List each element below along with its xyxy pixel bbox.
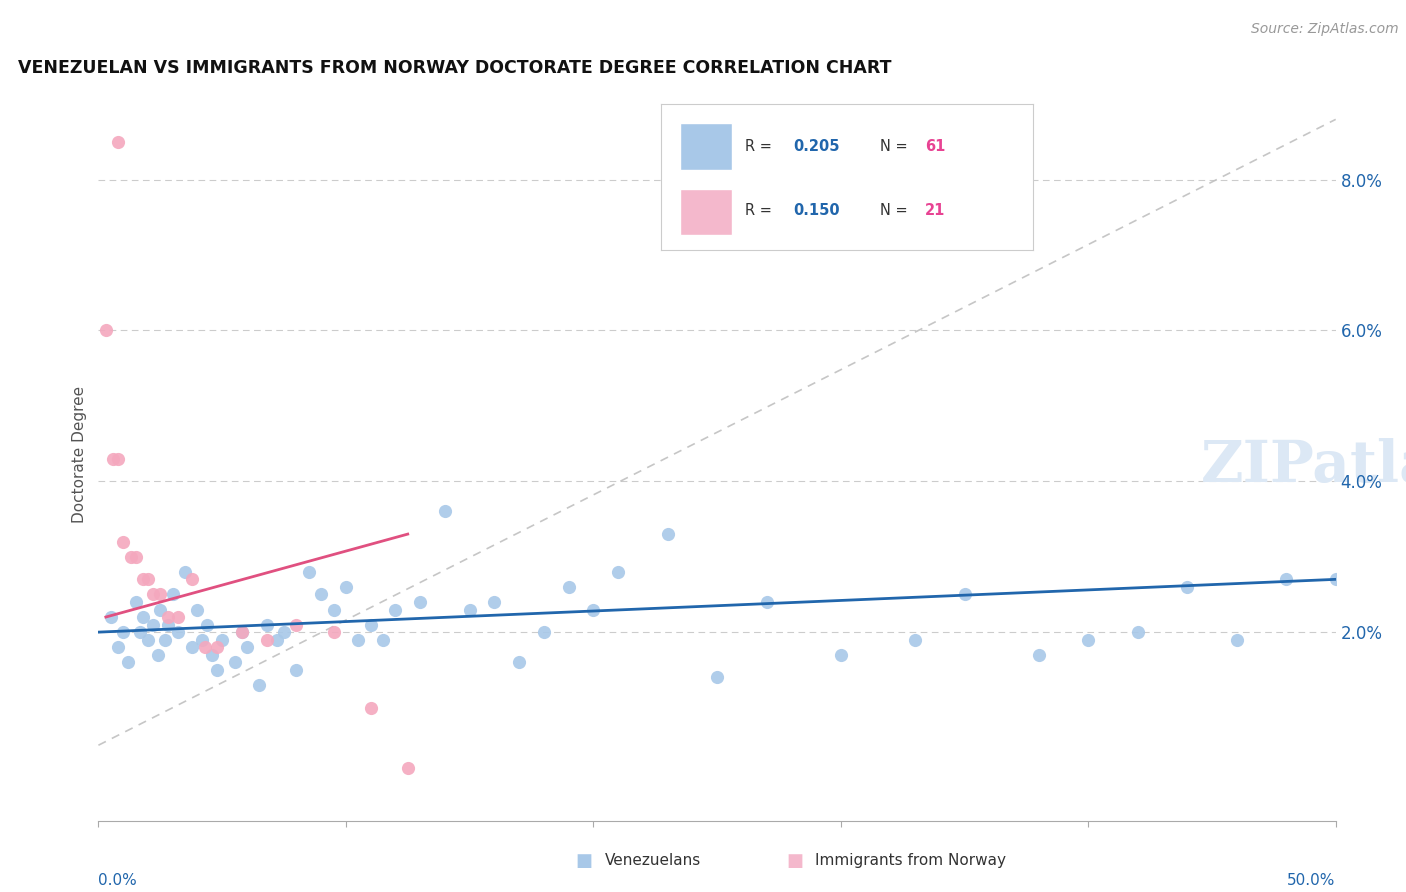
Point xyxy=(124,595,146,609)
Point xyxy=(755,595,778,609)
Point xyxy=(236,640,259,655)
Point xyxy=(335,580,357,594)
Text: ■: ■ xyxy=(786,852,803,870)
Point xyxy=(195,617,218,632)
Point xyxy=(146,648,169,662)
Point xyxy=(285,617,308,632)
Text: ZIPatlas: ZIPatlas xyxy=(1201,438,1406,494)
Point xyxy=(322,602,344,616)
Point xyxy=(100,610,122,624)
Point xyxy=(508,655,530,669)
Point xyxy=(142,617,165,632)
Point xyxy=(347,632,370,647)
Point xyxy=(201,648,224,662)
Point xyxy=(409,595,432,609)
Text: 50.0%: 50.0% xyxy=(1288,873,1336,888)
Point xyxy=(124,549,146,564)
Point xyxy=(174,565,197,579)
Point xyxy=(231,625,253,640)
Point xyxy=(533,625,555,640)
Point xyxy=(256,617,278,632)
Point xyxy=(191,632,214,647)
Point xyxy=(1275,572,1298,586)
Point xyxy=(458,602,481,616)
Point xyxy=(224,655,246,669)
Point xyxy=(247,678,270,692)
Point xyxy=(136,632,159,647)
Point xyxy=(706,670,728,684)
Point xyxy=(156,617,179,632)
Point xyxy=(1028,648,1050,662)
Point xyxy=(360,700,382,714)
Point xyxy=(211,632,233,647)
Point xyxy=(657,527,679,541)
Point xyxy=(309,587,332,601)
Point xyxy=(396,761,419,775)
Point xyxy=(1226,632,1249,647)
Point xyxy=(136,572,159,586)
Y-axis label: Doctorate Degree: Doctorate Degree xyxy=(72,386,87,524)
Point xyxy=(557,580,579,594)
Point xyxy=(132,572,155,586)
Point xyxy=(181,640,204,655)
Point xyxy=(1175,580,1198,594)
Point xyxy=(1324,572,1347,586)
Point xyxy=(129,625,152,640)
Point xyxy=(120,549,142,564)
Point xyxy=(166,610,188,624)
Point xyxy=(256,632,278,647)
Text: ■: ■ xyxy=(575,852,592,870)
Point xyxy=(181,572,204,586)
Point xyxy=(433,504,456,518)
Point xyxy=(205,640,228,655)
Point xyxy=(155,632,177,647)
Point xyxy=(117,655,139,669)
Point xyxy=(156,610,179,624)
Point xyxy=(107,640,129,655)
Point xyxy=(194,640,217,655)
Point xyxy=(360,617,382,632)
Point xyxy=(607,565,630,579)
Point xyxy=(162,587,184,601)
Text: Immigrants from Norway: Immigrants from Norway xyxy=(815,854,1007,868)
Point xyxy=(166,625,188,640)
Point xyxy=(103,451,125,466)
Text: Venezuelans: Venezuelans xyxy=(605,854,700,868)
Point xyxy=(266,632,288,647)
Point xyxy=(112,625,135,640)
Point xyxy=(830,648,852,662)
Point xyxy=(322,625,344,640)
Point xyxy=(107,451,129,466)
Point xyxy=(484,595,506,609)
Text: Source: ZipAtlas.com: Source: ZipAtlas.com xyxy=(1251,22,1399,37)
Point xyxy=(953,587,976,601)
Point xyxy=(904,632,927,647)
Point xyxy=(149,587,172,601)
Point xyxy=(231,625,253,640)
Point xyxy=(205,663,228,677)
Point xyxy=(149,602,172,616)
Point xyxy=(582,602,605,616)
Point xyxy=(285,663,308,677)
Point xyxy=(107,135,129,149)
Text: 0.0%: 0.0% xyxy=(98,873,138,888)
Text: VENEZUELAN VS IMMIGRANTS FROM NORWAY DOCTORATE DEGREE CORRELATION CHART: VENEZUELAN VS IMMIGRANTS FROM NORWAY DOC… xyxy=(18,59,891,77)
Point xyxy=(186,602,208,616)
Point xyxy=(1077,632,1099,647)
Point xyxy=(371,632,394,647)
Point xyxy=(1126,625,1149,640)
Point xyxy=(112,534,135,549)
Point xyxy=(132,610,155,624)
Point xyxy=(142,587,165,601)
Point xyxy=(94,324,117,338)
Point xyxy=(273,625,295,640)
Point xyxy=(384,602,406,616)
Point xyxy=(298,565,321,579)
